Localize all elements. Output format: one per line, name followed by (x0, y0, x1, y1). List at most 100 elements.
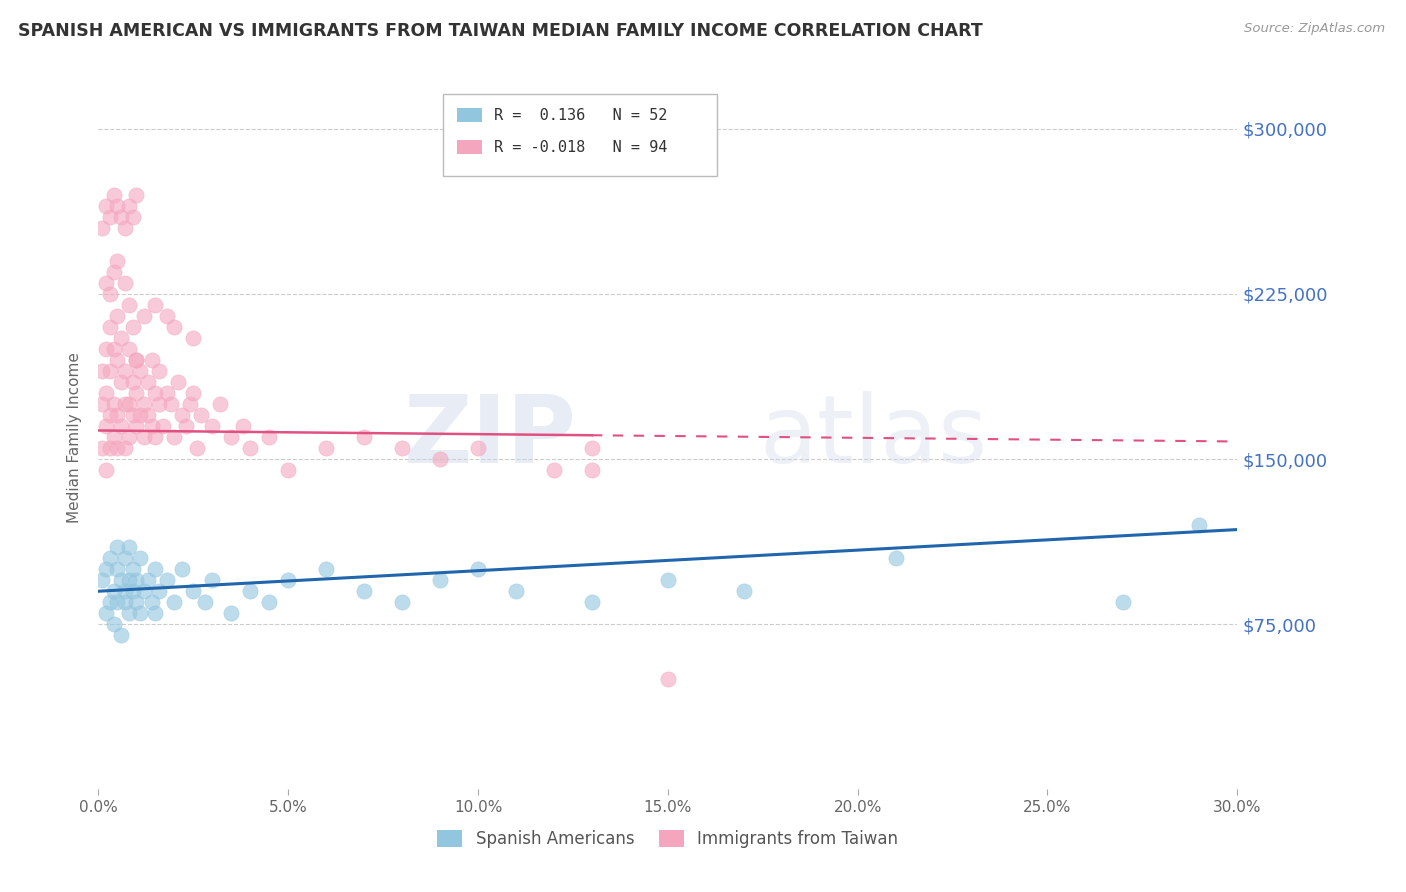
Point (107, 199, 129, 213)
Text: SPANISH AMERICAN VS IMMIGRANTS FROM TAIWAN MEDIAN FAMILY INCOME CORRELATION CHAR: SPANISH AMERICAN VS IMMIGRANTS FROM TAIW… (18, 22, 983, 40)
Point (141, 595, 163, 609)
Point (114, 551, 136, 566)
Point (103, 265, 125, 279)
Point (353, 584, 375, 599)
Point (163, 430, 186, 444)
Point (1188, 518, 1211, 533)
Point (167, 375, 190, 389)
Point (94, 199, 117, 213)
Point (114, 584, 136, 599)
Point (183, 584, 205, 599)
Point (259, 430, 281, 444)
Point (145, 430, 167, 444)
Point (98, 441, 121, 455)
Point (179, 397, 201, 411)
Point (353, 430, 375, 444)
Point (170, 562, 193, 576)
Point (118, 607, 141, 621)
Point (505, 584, 527, 599)
Point (98, 551, 121, 566)
Point (103, 430, 125, 444)
Point (110, 210, 132, 224)
Point (221, 430, 243, 444)
Point (103, 617, 125, 632)
Point (132, 397, 155, 411)
Y-axis label: Median Family Income: Median Family Income (67, 351, 83, 523)
Point (145, 562, 167, 576)
Text: Source: ZipAtlas.com: Source: ZipAtlas.com (1244, 22, 1385, 36)
Point (148, 584, 170, 599)
Point (94, 342, 117, 356)
Point (114, 364, 136, 378)
Point (201, 573, 224, 587)
Point (98, 287, 121, 301)
Point (98, 210, 121, 224)
Point (121, 408, 143, 422)
Text: ZIP: ZIP (404, 391, 576, 483)
Point (110, 375, 132, 389)
Point (429, 452, 451, 467)
Point (391, 595, 413, 609)
Point (145, 298, 167, 312)
Point (156, 573, 179, 587)
Point (733, 584, 755, 599)
Point (110, 419, 132, 434)
Point (107, 408, 129, 422)
Point (183, 386, 205, 401)
Point (156, 309, 179, 323)
Point (118, 397, 141, 411)
Point (91, 220, 114, 235)
Point (581, 441, 603, 455)
Point (107, 353, 129, 368)
Point (91, 573, 114, 587)
Point (98, 320, 121, 334)
Point (98, 364, 121, 378)
Point (107, 253, 129, 268)
Point (114, 276, 136, 290)
Point (103, 397, 125, 411)
Point (136, 375, 159, 389)
Point (107, 441, 129, 455)
Point (121, 562, 143, 576)
Point (125, 353, 148, 368)
Point (581, 595, 603, 609)
Point (114, 397, 136, 411)
Point (132, 584, 155, 599)
Point (94, 386, 117, 401)
Point (221, 607, 243, 621)
Point (186, 441, 208, 455)
Text: R = -0.018   N = 94: R = -0.018 N = 94 (494, 140, 666, 154)
Point (94, 562, 117, 576)
Point (114, 441, 136, 455)
Point (148, 364, 170, 378)
Point (657, 573, 679, 587)
Point (145, 607, 167, 621)
Point (467, 562, 489, 576)
Point (114, 220, 136, 235)
Point (125, 187, 148, 202)
Point (170, 408, 193, 422)
Point (91, 397, 114, 411)
Point (129, 551, 152, 566)
Point (315, 441, 337, 455)
Point (148, 397, 170, 411)
Point (543, 463, 565, 477)
Point (141, 419, 163, 434)
Point (277, 573, 299, 587)
Point (190, 408, 212, 422)
Point (208, 397, 231, 411)
Point (103, 342, 125, 356)
Point (91, 441, 114, 455)
Point (103, 187, 125, 202)
Point (98, 408, 121, 422)
Point (132, 309, 155, 323)
Point (429, 573, 451, 587)
Point (163, 320, 186, 334)
Point (110, 628, 132, 642)
Point (125, 595, 148, 609)
Point (94, 607, 117, 621)
Point (94, 463, 117, 477)
Point (136, 573, 159, 587)
Point (129, 607, 152, 621)
Point (103, 584, 125, 599)
